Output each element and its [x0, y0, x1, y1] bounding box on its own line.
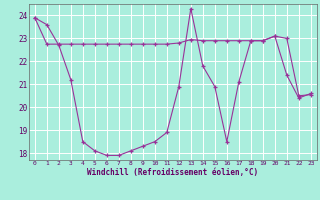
X-axis label: Windchill (Refroidissement éolien,°C): Windchill (Refroidissement éolien,°C) [87, 168, 258, 177]
